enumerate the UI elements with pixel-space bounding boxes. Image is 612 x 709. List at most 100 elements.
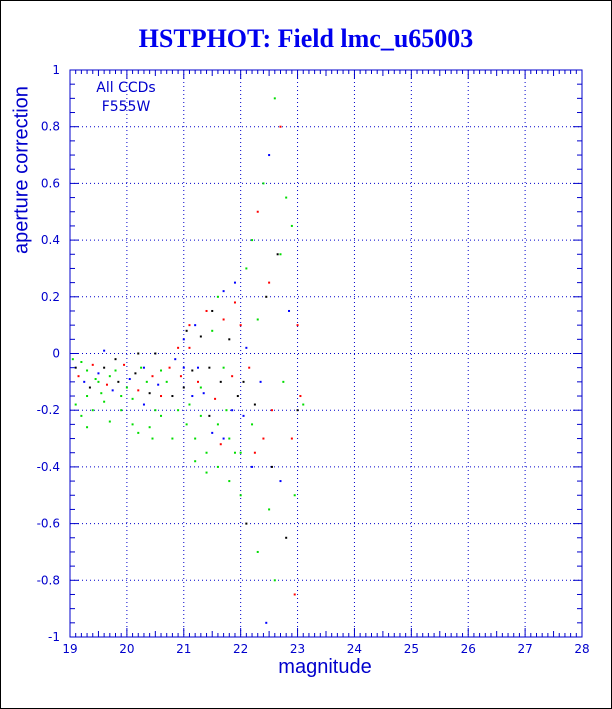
data-point bbox=[265, 621, 268, 624]
data-point bbox=[160, 395, 163, 398]
y-tick-label: -0.4 bbox=[37, 460, 60, 474]
data-point bbox=[134, 372, 137, 375]
data-point bbox=[88, 386, 91, 389]
data-point bbox=[111, 389, 114, 392]
data-point bbox=[233, 301, 236, 304]
data-point bbox=[233, 451, 236, 454]
data-point bbox=[142, 403, 145, 406]
x-tick-label: 19 bbox=[62, 642, 77, 656]
data-point bbox=[285, 536, 288, 539]
data-point bbox=[276, 253, 279, 256]
data-point bbox=[151, 437, 154, 440]
data-point bbox=[293, 494, 296, 497]
data-point bbox=[211, 309, 214, 312]
data-point bbox=[91, 363, 94, 366]
data-point bbox=[194, 324, 197, 327]
data-point bbox=[231, 409, 234, 412]
data-point bbox=[171, 437, 174, 440]
data-point bbox=[123, 363, 126, 366]
data-point bbox=[108, 420, 111, 423]
axis-ticks bbox=[69, 69, 583, 638]
data-point bbox=[171, 395, 174, 398]
data-point bbox=[256, 318, 259, 321]
data-point bbox=[151, 375, 154, 378]
data-point bbox=[117, 380, 120, 383]
data-point bbox=[231, 375, 234, 378]
data-point bbox=[270, 465, 273, 468]
data-point bbox=[253, 451, 256, 454]
data-point bbox=[273, 97, 276, 100]
data-point bbox=[177, 409, 180, 412]
data-point bbox=[296, 409, 299, 412]
data-point bbox=[191, 369, 194, 372]
data-point bbox=[262, 437, 265, 440]
y-tick-label: 1 bbox=[52, 63, 60, 77]
data-point bbox=[83, 380, 86, 383]
data-point bbox=[299, 395, 302, 398]
data-point bbox=[239, 324, 242, 327]
data-point bbox=[137, 352, 140, 355]
data-point bbox=[177, 346, 180, 349]
data-point bbox=[188, 403, 191, 406]
data-point bbox=[211, 431, 214, 434]
data-point bbox=[239, 451, 242, 454]
y-tick-label: -0.6 bbox=[37, 517, 60, 531]
data-points bbox=[71, 97, 305, 624]
data-point bbox=[199, 335, 202, 338]
data-point bbox=[80, 414, 83, 417]
data-point bbox=[182, 366, 185, 369]
data-point bbox=[74, 403, 77, 406]
data-point bbox=[251, 239, 254, 242]
data-point bbox=[103, 349, 106, 352]
data-point bbox=[174, 358, 177, 361]
data-point bbox=[245, 267, 248, 270]
data-point bbox=[131, 397, 134, 400]
data-point bbox=[245, 522, 248, 525]
data-point bbox=[273, 579, 276, 582]
data-point bbox=[202, 392, 205, 395]
data-point bbox=[279, 253, 282, 256]
data-point bbox=[160, 369, 163, 372]
data-point bbox=[205, 471, 208, 474]
x-tick-label: 20 bbox=[119, 642, 134, 656]
data-point bbox=[140, 366, 143, 369]
data-point bbox=[97, 372, 100, 375]
data-point bbox=[86, 426, 89, 429]
y-tick-label: 0.6 bbox=[41, 176, 60, 190]
x-tick-label: 21 bbox=[176, 642, 191, 656]
data-point bbox=[182, 338, 185, 341]
data-point bbox=[208, 414, 211, 417]
data-point bbox=[214, 397, 217, 400]
data-point bbox=[114, 358, 117, 361]
data-point bbox=[80, 361, 83, 364]
data-point bbox=[268, 154, 271, 157]
data-point bbox=[142, 366, 145, 369]
data-point bbox=[279, 125, 282, 128]
data-point bbox=[205, 309, 208, 312]
data-point bbox=[219, 443, 222, 446]
data-point bbox=[91, 409, 94, 412]
data-point bbox=[74, 366, 77, 369]
data-point bbox=[199, 414, 202, 417]
data-point bbox=[131, 423, 134, 426]
data-point bbox=[154, 352, 157, 355]
data-point bbox=[288, 309, 291, 312]
data-point bbox=[233, 281, 236, 284]
data-point bbox=[103, 400, 106, 403]
x-tick-label: 27 bbox=[517, 642, 532, 656]
data-point bbox=[290, 437, 293, 440]
data-point bbox=[168, 366, 171, 369]
data-point bbox=[182, 386, 185, 389]
data-point bbox=[228, 480, 231, 483]
data-point bbox=[179, 375, 182, 378]
data-point bbox=[145, 380, 148, 383]
data-point bbox=[77, 375, 80, 378]
x-tick-label: 26 bbox=[461, 642, 476, 656]
y-tick-label: 0.4 bbox=[41, 233, 60, 247]
data-point bbox=[219, 380, 222, 383]
data-point bbox=[228, 338, 231, 341]
data-point bbox=[251, 465, 254, 468]
y-tick-label: 0.8 bbox=[41, 120, 60, 134]
data-point bbox=[279, 480, 282, 483]
